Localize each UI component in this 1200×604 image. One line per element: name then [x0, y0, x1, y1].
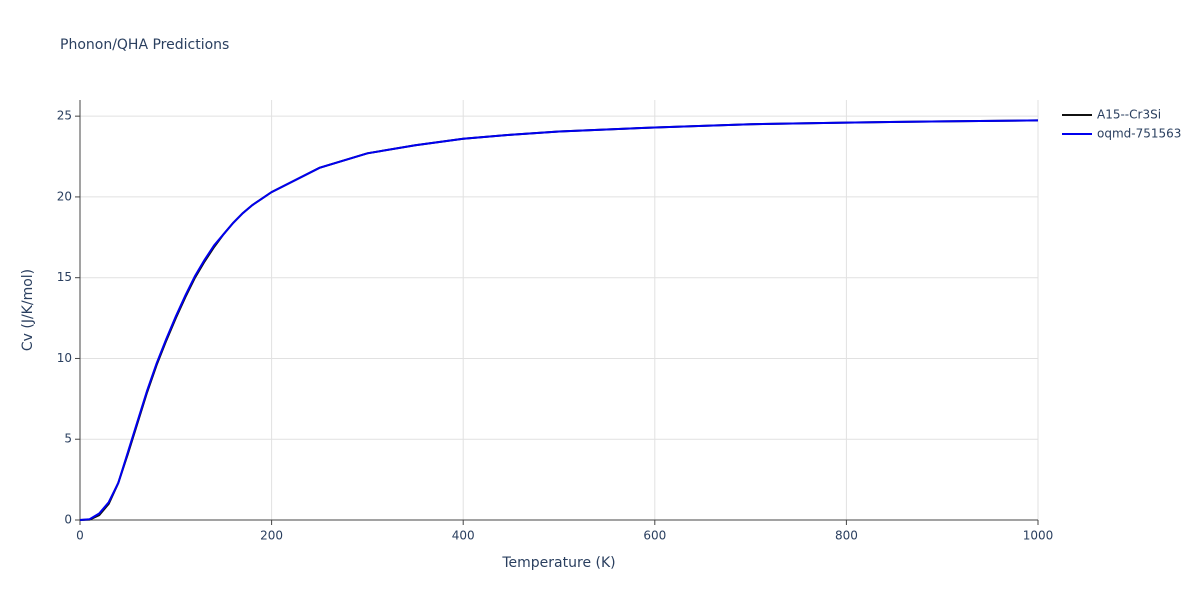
x-tick-label: 200: [260, 529, 283, 543]
data-line: [79, 119, 1039, 521]
chart-title: Phonon/QHA Predictions: [60, 37, 229, 53]
y-tick-label: 5: [64, 432, 72, 446]
y-tick-label: 25: [57, 109, 72, 123]
x-axis-label: Temperature (K): [501, 555, 615, 571]
y-axis-label: Cv (J/K/mol): [20, 269, 36, 351]
x-tick-label: 1000: [1023, 529, 1054, 543]
legend-label: oqmd-751563: [1097, 127, 1181, 141]
legend-label: A15--Cr3Si: [1097, 108, 1161, 122]
y-tick-label: 20: [57, 189, 72, 203]
x-tick-label: 800: [835, 529, 858, 543]
x-tick-label: 600: [643, 529, 666, 543]
data-line: [79, 119, 1039, 521]
x-tick-label: 400: [452, 529, 475, 543]
y-tick-label: 0: [64, 513, 72, 527]
y-tick-label: 15: [57, 270, 72, 284]
y-tick-label: 10: [57, 351, 72, 365]
x-tick-label: 0: [76, 529, 84, 543]
